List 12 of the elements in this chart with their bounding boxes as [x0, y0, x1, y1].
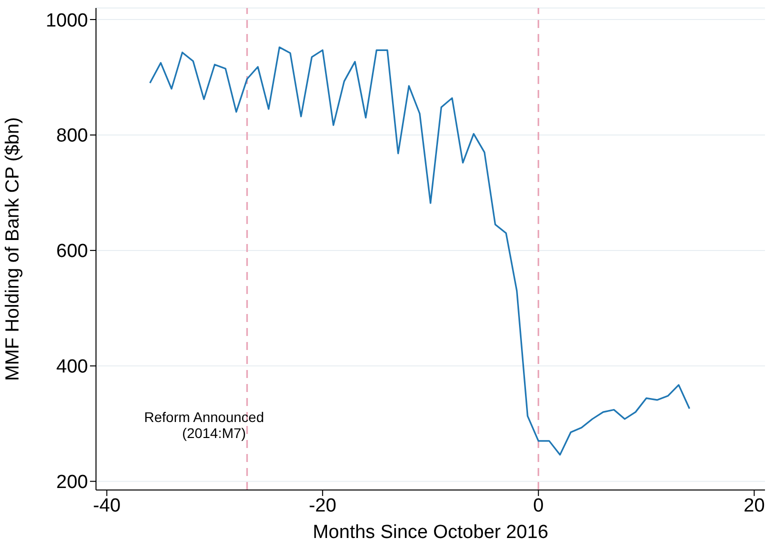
y-tick-label: 1000 — [46, 10, 88, 32]
y-tick-label: 800 — [56, 126, 88, 147]
ref-line-label: Reform Announced (2014:M7) — [144, 409, 264, 441]
x-tick-label: -40 — [93, 495, 121, 516]
x-tick-label: -20 — [308, 495, 336, 516]
y-axis-title: MMF Holding of Bank CP ($bn) — [2, 117, 24, 381]
x-tick-label: 0 — [533, 495, 544, 516]
y-tick-label: 400 — [56, 356, 88, 378]
y-tick-label: 200 — [56, 472, 88, 494]
y-tick-label: 600 — [56, 241, 88, 262]
x-tick-label: 20 — [744, 495, 765, 516]
x-axis-title: Months Since October 2016 — [312, 522, 548, 543]
